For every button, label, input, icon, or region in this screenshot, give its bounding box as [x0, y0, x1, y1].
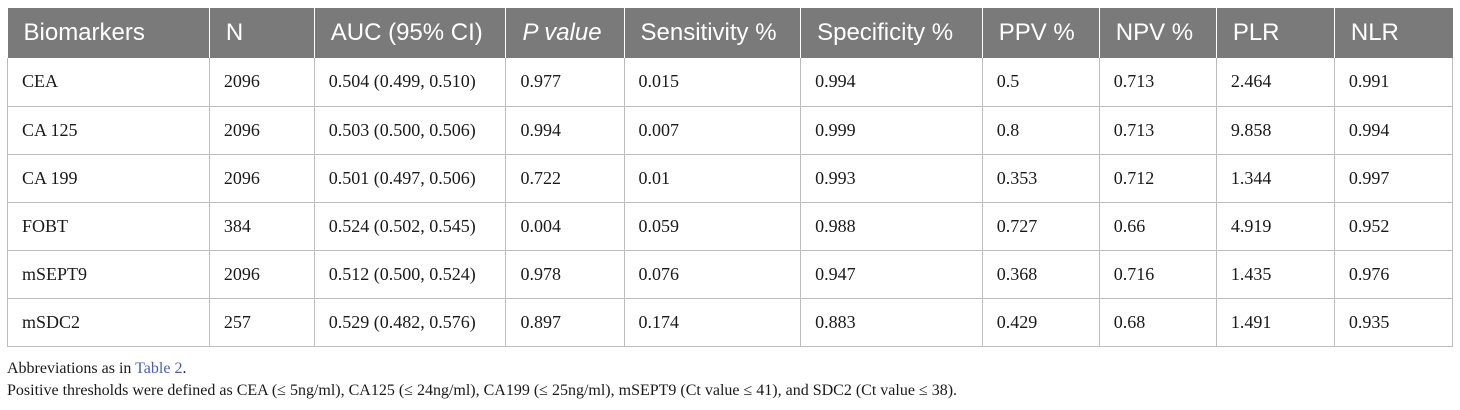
cell-auc: 0.504 (0.499, 0.510)	[314, 58, 507, 106]
table-2-link[interactable]: Table 2	[135, 360, 183, 377]
cell-plr: 1.491	[1216, 298, 1335, 346]
header-auc: AUC (95% CI)	[314, 8, 507, 58]
table-row: CA 125 2096 0.503 (0.500, 0.506) 0.994 0…	[7, 106, 1454, 154]
cell-auc: 0.529 (0.482, 0.576)	[314, 298, 507, 346]
header-plr: PLR	[1216, 8, 1335, 58]
cell-npv: 0.716	[1099, 250, 1217, 298]
biomarker-table: Biomarkers N AUC (95% CI) P value Sensit…	[7, 8, 1454, 347]
table-row: CEA 2096 0.504 (0.499, 0.510) 0.977 0.01…	[7, 58, 1454, 106]
biomarker-table-container: Biomarkers N AUC (95% CI) P value Sensit…	[7, 8, 1454, 347]
cell-auc: 0.524 (0.502, 0.545)	[314, 202, 507, 250]
cell-npv: 0.712	[1099, 154, 1217, 202]
cell-plr: 9.858	[1216, 106, 1335, 154]
cell-nlr: 0.976	[1334, 250, 1454, 298]
cell-biomarker: FOBT	[7, 202, 210, 250]
header-n: N	[209, 8, 315, 58]
cell-nlr: 0.991	[1334, 58, 1454, 106]
cell-ppv: 0.353	[982, 154, 1100, 202]
cell-ppv: 0.5	[982, 58, 1100, 106]
cell-npv: 0.713	[1099, 106, 1217, 154]
cell-biomarker: mSEPT9	[7, 250, 210, 298]
table-row: mSEPT9 2096 0.512 (0.500, 0.524) 0.978 0…	[7, 250, 1454, 298]
header-specificity: Specificity %	[800, 8, 983, 58]
cell-ppv: 0.368	[982, 250, 1100, 298]
header-biomarkers: Biomarkers	[7, 8, 210, 58]
table-header-row: Biomarkers N AUC (95% CI) P value Sensit…	[7, 8, 1453, 58]
cell-biomarker: mSDC2	[7, 298, 210, 346]
cell-n: 257	[209, 298, 315, 346]
cell-sensitivity: 0.174	[624, 298, 802, 346]
cell-nlr: 0.952	[1334, 202, 1454, 250]
cell-npv: 0.68	[1099, 298, 1217, 346]
cell-ppv: 0.727	[982, 202, 1100, 250]
cell-sensitivity: 0.059	[624, 202, 802, 250]
cell-plr: 1.344	[1216, 154, 1335, 202]
abbreviations-note: Abbreviations as in Table 2.	[7, 358, 957, 380]
table-row: FOBT 384 0.524 (0.502, 0.545) 0.004 0.05…	[7, 202, 1454, 250]
cell-p-value: 0.897	[505, 298, 625, 346]
thresholds-note: Positive thresholds were defined as CEA …	[7, 382, 958, 399]
cell-p-value: 0.994	[505, 106, 625, 154]
cell-nlr: 0.994	[1334, 106, 1454, 154]
cell-p-value: 0.978	[505, 250, 625, 298]
cell-npv: 0.713	[1099, 58, 1217, 106]
cell-ppv: 0.8	[982, 106, 1100, 154]
cell-specificity: 0.947	[800, 250, 983, 298]
cell-n: 2096	[209, 250, 315, 298]
table-row: mSDC2 257 0.529 (0.482, 0.576) 0.897 0.1…	[7, 298, 1454, 346]
cell-specificity: 0.988	[800, 202, 983, 250]
abbreviations-prefix: Abbreviations as in	[7, 360, 136, 377]
cell-sensitivity: 0.076	[624, 250, 802, 298]
cell-n: 2096	[209, 106, 315, 154]
header-sensitivity: Sensitivity %	[624, 8, 802, 58]
cell-n: 2096	[209, 154, 315, 202]
cell-plr: 2.464	[1216, 58, 1335, 106]
cell-p-value: 0.722	[505, 154, 625, 202]
cell-p-value: 0.004	[505, 202, 625, 250]
cell-specificity: 0.994	[800, 58, 983, 106]
header-npv: NPV %	[1099, 8, 1217, 58]
header-ppv: PPV %	[982, 8, 1100, 58]
cell-specificity: 0.999	[800, 106, 983, 154]
cell-n: 384	[209, 202, 315, 250]
cell-sensitivity: 0.015	[624, 58, 802, 106]
cell-auc: 0.501 (0.497, 0.506)	[314, 154, 507, 202]
table-row: CA 199 2096 0.501 (0.497, 0.506) 0.722 0…	[7, 154, 1454, 202]
cell-specificity: 0.993	[800, 154, 983, 202]
cell-n: 2096	[209, 58, 315, 106]
cell-npv: 0.66	[1099, 202, 1217, 250]
table-footnotes: Abbreviations as in Table 2. Positive th…	[7, 358, 957, 402]
cell-sensitivity: 0.007	[624, 106, 802, 154]
cell-ppv: 0.429	[982, 298, 1100, 346]
cell-biomarker: CEA	[7, 58, 210, 106]
cell-sensitivity: 0.01	[624, 154, 802, 202]
cell-nlr: 0.997	[1334, 154, 1454, 202]
header-nlr: NLR	[1350, 19, 1399, 46]
cell-plr: 1.435	[1216, 250, 1335, 298]
cell-plr: 4.919	[1216, 202, 1335, 250]
header-p-value: P value	[505, 8, 625, 58]
cell-biomarker: CA 125	[7, 106, 210, 154]
abbreviations-suffix: .	[182, 360, 187, 377]
cell-nlr: 0.935	[1334, 298, 1454, 346]
cell-biomarker: CA 199	[7, 154, 210, 202]
cell-p-value: 0.977	[505, 58, 625, 106]
cell-auc: 0.512 (0.500, 0.524)	[314, 250, 507, 298]
cell-auc: 0.503 (0.500, 0.506)	[314, 106, 507, 154]
cell-specificity: 0.883	[800, 298, 983, 346]
